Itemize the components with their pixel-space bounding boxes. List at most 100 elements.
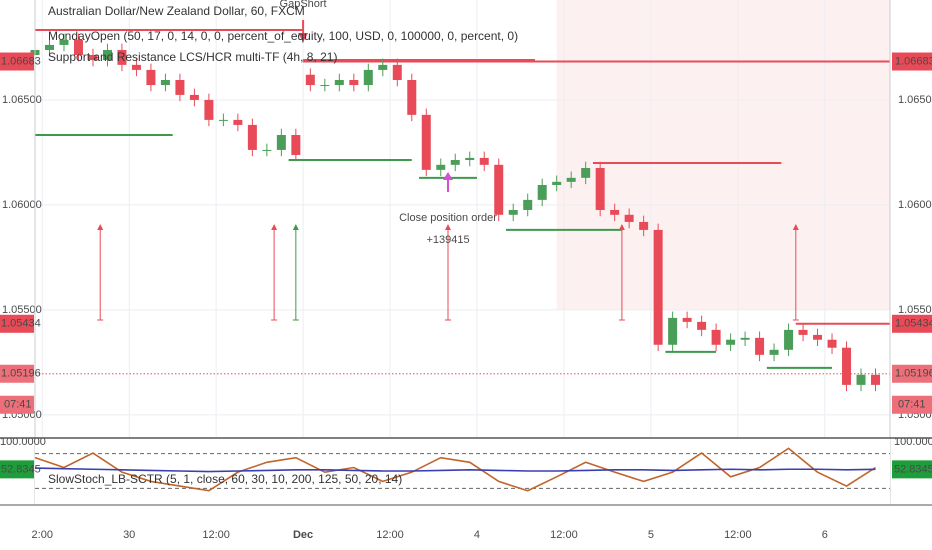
x-tick-label: Dec: [293, 529, 313, 541]
candle-body: [552, 181, 562, 185]
candle-body: [276, 135, 286, 150]
x-tick-label: 5: [648, 529, 654, 541]
price-tag: [0, 52, 34, 71]
price-tag-label: 1.05434: [895, 318, 932, 330]
chart-title: Australian Dollar/New Zealand Dollar, 60…: [48, 4, 305, 18]
candle-body: [175, 79, 185, 95]
candle-body: [813, 334, 823, 340]
y-tick-label: 1.06500: [2, 94, 42, 106]
countdown-label: 07:41: [898, 399, 926, 411]
signal-arrowhead: [618, 224, 625, 230]
candle-body: [349, 79, 359, 86]
candle-body: [146, 69, 156, 86]
candle-body: [44, 44, 54, 50]
price-tag-label: 1.05196: [895, 368, 932, 380]
x-tick-label: 12:00: [376, 529, 404, 541]
signal-arrowhead: [97, 224, 104, 230]
y-tick-label: 1.06000: [2, 199, 42, 211]
study-label: Support and Resistance LCS/HCR multi-TF …: [48, 50, 337, 64]
candle-body: [711, 329, 721, 345]
candle-body: [117, 49, 127, 65]
price-tag: [0, 364, 34, 383]
candle-body: [827, 339, 837, 348]
candle-body: [291, 135, 301, 155]
candle-body: [755, 337, 765, 355]
candle-body: [363, 69, 373, 86]
candle-body: [494, 164, 504, 215]
candle-body: [871, 374, 881, 385]
candle-body: [102, 49, 112, 61]
candle-body: [682, 317, 692, 322]
candle-body: [697, 321, 707, 330]
oscillator-tag-label: 52.8345: [894, 463, 932, 475]
x-tick-label: 6: [822, 529, 828, 541]
candle-body: [581, 167, 591, 178]
price-tag: [892, 314, 932, 333]
candle-body: [436, 164, 446, 170]
oscillator-title: SlowStoch_LB-SCTR (5, 1, close, 60, 30, …: [48, 472, 402, 486]
candle-body: [233, 119, 243, 125]
countdown-tag: [0, 395, 34, 414]
x-tick-label: 4: [474, 529, 480, 541]
price-tag-label: 1.05196: [1, 368, 41, 380]
price-tag: [892, 52, 932, 71]
candle-body: [842, 347, 852, 385]
candle-body: [769, 349, 779, 355]
price-tag: [892, 364, 932, 383]
candle-body: [88, 55, 98, 61]
candle-body: [262, 149, 272, 151]
price-tag: [0, 314, 34, 333]
signal-arrowhead: [445, 224, 452, 230]
candle-body: [537, 184, 547, 200]
candle-body: [320, 85, 330, 87]
candle-body: [668, 317, 678, 345]
y-tick-label: 1.06000: [898, 199, 932, 211]
oscillator-tick-label: 100.0000: [0, 436, 46, 448]
x-tick-label: 12:00: [202, 529, 230, 541]
oscillator-tick-label: 100.0000: [894, 436, 932, 448]
candle-body: [59, 39, 69, 45]
price-tag-label: 1.06683: [1, 55, 41, 67]
y-tick-label: 1.05500: [898, 304, 932, 316]
candle-body: [421, 114, 431, 170]
annotation: GapShort: [280, 0, 327, 10]
oscillator-tag: [892, 460, 932, 479]
oscillator-tag-label: 52.8345: [1, 463, 41, 475]
oscillator-line: [34, 447, 876, 492]
annotation-arrowhead: [443, 172, 454, 180]
candle-body: [624, 214, 634, 222]
signal-arrowhead: [792, 224, 799, 230]
x-tick-label: 30: [123, 529, 135, 541]
candle-body: [392, 64, 402, 80]
candle-body: [247, 124, 257, 150]
candle-body: [595, 167, 605, 210]
annotation-arrowhead: [298, 33, 309, 42]
oscillator-line: [34, 467, 876, 473]
candle-body: [856, 374, 866, 385]
candle-body: [378, 64, 388, 70]
countdown-tag: [892, 395, 932, 414]
signal-arrowhead: [271, 224, 278, 230]
study-label: MondayOpen (50, 17, 0, 14, 0, 0, percent…: [48, 29, 518, 43]
candle-body: [508, 209, 518, 215]
annotation: Close position order: [399, 212, 497, 224]
candle-body: [131, 64, 141, 70]
candle-body: [204, 99, 214, 120]
x-tick-label: 2:00: [32, 529, 53, 541]
candle-body: [450, 159, 460, 165]
y-tick-label: 1.06500: [898, 94, 932, 106]
candle-body: [610, 209, 620, 215]
countdown-label: 07:41: [4, 399, 32, 411]
candle-body: [189, 94, 199, 100]
candle-body: [407, 79, 417, 115]
candle-body: [639, 221, 649, 230]
candle-body: [653, 229, 663, 345]
shade: [556, 0, 890, 310]
y-tick-label: 1.05500: [2, 304, 42, 316]
candle-body: [334, 79, 344, 86]
candle-body: [726, 339, 736, 345]
candle-body: [798, 329, 808, 335]
candle-body: [160, 79, 170, 86]
candle-body: [740, 337, 750, 340]
